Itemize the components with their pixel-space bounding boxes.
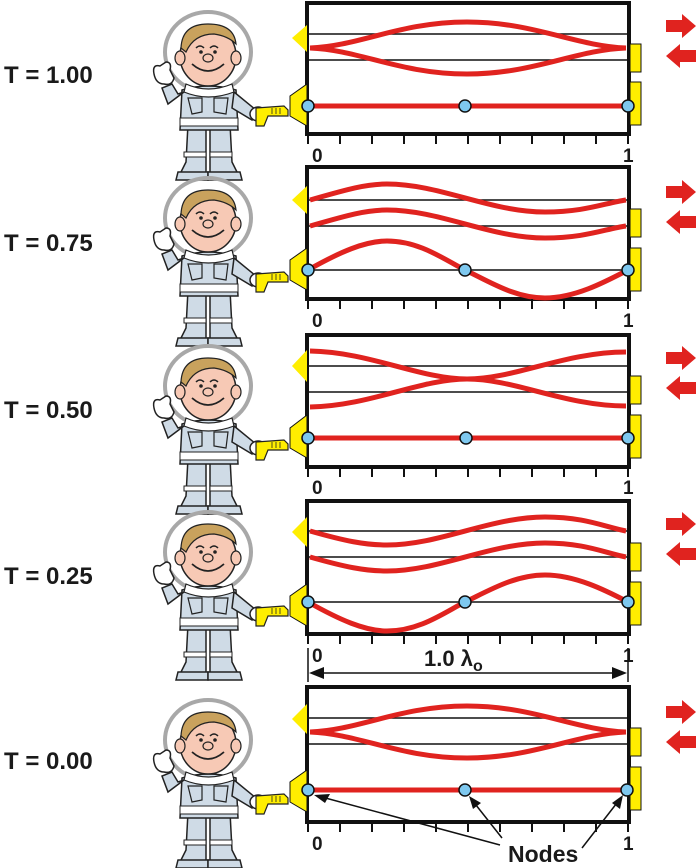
astronaut-icon bbox=[151, 510, 290, 682]
node-marker bbox=[301, 431, 315, 445]
panel-t100: 0 1 bbox=[151, 1, 696, 182]
node-marker bbox=[621, 431, 635, 445]
pointer-arrow-icon bbox=[314, 794, 330, 803]
right-reflector-upper bbox=[629, 43, 642, 73]
node-marker bbox=[621, 99, 635, 113]
node-marker bbox=[458, 263, 472, 277]
propagation-arrows-icon bbox=[666, 14, 696, 68]
arrowhead-right-icon bbox=[612, 667, 627, 679]
backward-wave bbox=[309, 207, 627, 241]
wavelength-label: 1.0 λo bbox=[424, 646, 483, 675]
forward-wave bbox=[309, 19, 627, 51]
backward-wave bbox=[309, 45, 627, 77]
time-label-t100: T = 1.00 bbox=[4, 62, 93, 89]
propagation-arrows-icon bbox=[666, 700, 696, 754]
panel-t075: 0 1 bbox=[151, 165, 696, 348]
astronaut-icon bbox=[151, 698, 290, 868]
nodes-label: Nodes bbox=[508, 841, 578, 867]
time-label-t050: T = 0.50 bbox=[4, 397, 93, 424]
nodes-annotation: Nodes bbox=[314, 794, 623, 867]
node-marker bbox=[301, 783, 315, 797]
astronaut-icon bbox=[151, 344, 290, 516]
astronaut-icon bbox=[151, 10, 290, 182]
pointer-arrow-icon bbox=[612, 795, 623, 809]
propagation-arrows-icon bbox=[666, 346, 696, 400]
node-marker bbox=[621, 595, 635, 609]
wavelength-dimension: 1.0 λo bbox=[307, 646, 629, 682]
node-marker bbox=[459, 431, 473, 445]
node-marker bbox=[458, 99, 472, 113]
node-marker bbox=[301, 99, 315, 113]
node-marker bbox=[458, 595, 472, 609]
forward-wave bbox=[309, 703, 627, 735]
forward-wave bbox=[309, 514, 627, 548]
axis-start-label: 0 bbox=[312, 478, 323, 499]
axis-end-label: 1 bbox=[623, 311, 634, 332]
node-marker bbox=[620, 783, 634, 797]
arrowhead-left-icon bbox=[309, 667, 324, 679]
backward-wave bbox=[309, 540, 627, 574]
axis-end-label: 1 bbox=[623, 834, 634, 855]
panel-t000: 0 1 Nodes bbox=[151, 685, 696, 868]
time-label-t075: T = 0.75 bbox=[4, 230, 93, 257]
propagation-arrows-icon bbox=[666, 180, 696, 234]
cavity-frame bbox=[305, 685, 631, 824]
node-marker bbox=[301, 263, 315, 277]
forward-wave bbox=[309, 181, 627, 215]
backward-wave bbox=[309, 729, 627, 761]
time-label-t025: T = 0.25 bbox=[4, 563, 93, 590]
cavity-frame bbox=[305, 1, 631, 136]
time-label-t000: T = 0.00 bbox=[4, 748, 93, 775]
pointer-arrow-icon bbox=[469, 796, 481, 809]
axis-end-label: 1 bbox=[623, 478, 634, 499]
node-marker bbox=[301, 595, 315, 609]
left-reflector-upper bbox=[292, 25, 307, 52]
axis-start-label: 0 bbox=[312, 646, 323, 667]
node-marker bbox=[458, 783, 472, 797]
backward-wave bbox=[309, 376, 627, 410]
panel-t025: 0 1 bbox=[151, 499, 696, 682]
panel-t050: 0 1 bbox=[151, 333, 696, 516]
axis-start-label: 0 bbox=[312, 834, 323, 855]
astronaut-icon bbox=[151, 176, 290, 348]
node-marker bbox=[621, 263, 635, 277]
axis-start-label: 0 bbox=[312, 311, 323, 332]
axis-start-label: 0 bbox=[312, 146, 323, 167]
propagation-arrows-icon bbox=[666, 512, 696, 566]
axis-end-label: 1 bbox=[623, 146, 634, 167]
